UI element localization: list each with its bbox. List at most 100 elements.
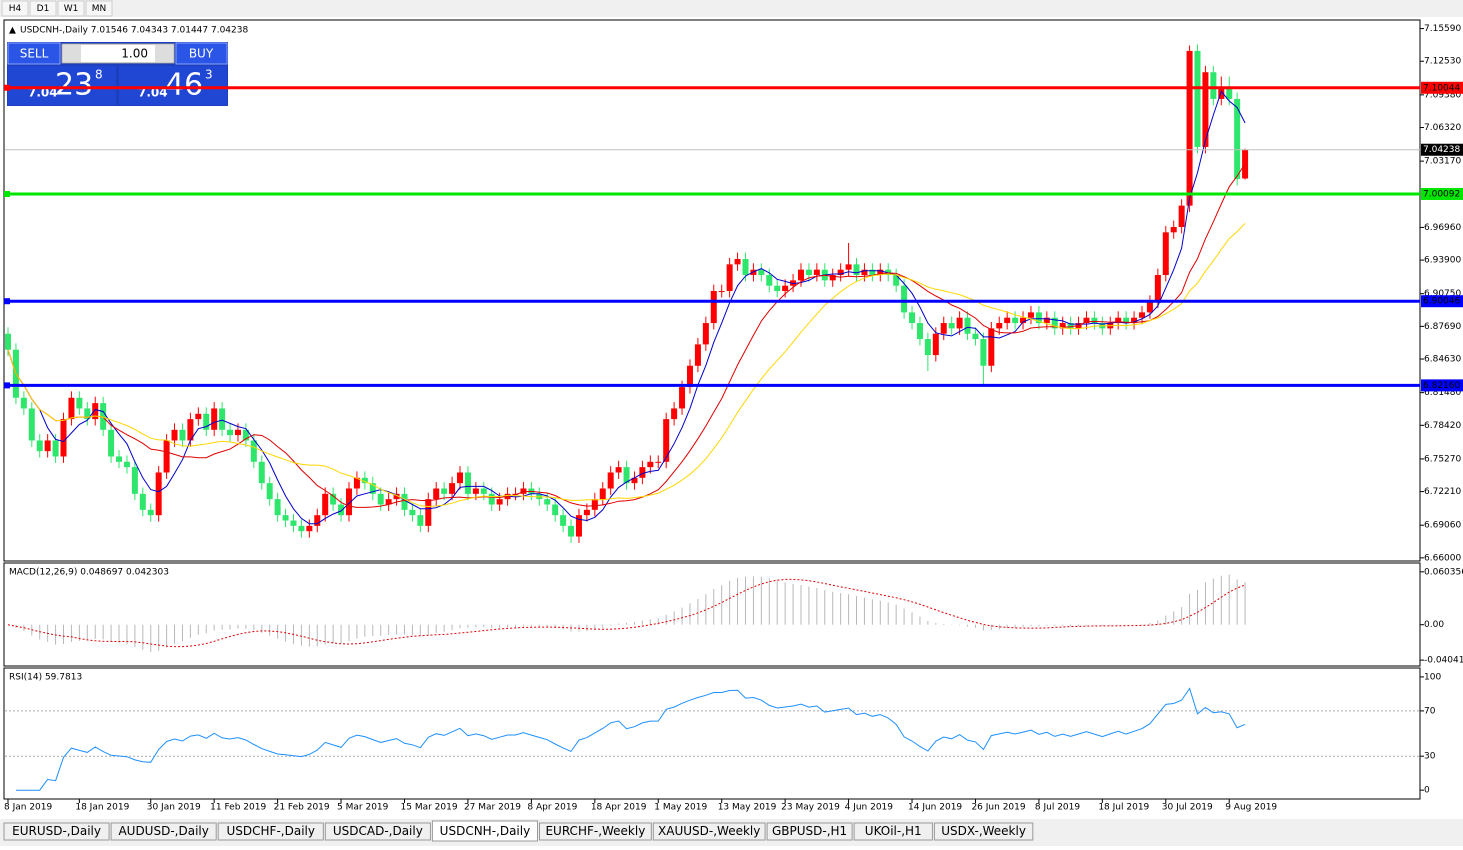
candle-body [972,333,979,340]
tab[interactable] [431,820,538,842]
candle-body [663,419,670,462]
y-tick-label: 6.81480 [1424,388,1461,398]
y-tick-label: 0.00 [1424,620,1444,630]
sell-label[interactable]: SELL [20,47,49,61]
chart-title: USDCNH-,Daily 7.01546 7.04343 7.01447 7.… [20,26,248,36]
x-tick-label: 18 Apr 2019 [591,803,647,813]
tab[interactable] [3,822,110,841]
candle-body [298,525,305,532]
tab-label[interactable]: AUDUSD-,Daily [118,824,208,838]
lot-up[interactable] [155,45,173,62]
candle-body [774,285,781,292]
tab[interactable] [539,822,652,841]
candle-body [84,408,91,420]
candle-body [1051,317,1058,329]
tab-label[interactable]: USDCNH-,Daily [440,824,531,838]
tab[interactable] [217,822,324,841]
x-tick-label: 15 Mar 2019 [401,803,458,813]
y-tick-label: 6.96960 [1424,223,1461,233]
y-tick-label: 6.87690 [1424,322,1461,332]
candle-body [782,285,789,292]
buy-button[interactable] [175,42,228,65]
candle-body [520,488,527,494]
tab-label[interactable]: XAUUSD-,Weekly [658,824,760,838]
lot-down[interactable] [63,45,81,62]
candle-body [338,504,345,516]
level-handle[interactable] [4,382,10,389]
candle-body [417,515,424,526]
timeframe-label[interactable]: H4 [9,4,22,14]
sell-button[interactable] [7,42,61,65]
candle-body [916,323,923,340]
lot-value[interactable]: 1.00 [121,47,148,61]
candle-body [258,461,265,484]
tab[interactable] [110,822,217,841]
candle-body [457,472,464,484]
sell-price-tail: 8 [95,68,103,82]
candle-body [5,333,11,350]
tab-label[interactable]: GBPUSD-,H1 [772,824,847,838]
candle-body [488,493,495,505]
level-handle[interactable] [4,298,10,305]
candle-body [1202,72,1209,147]
timeframe-label[interactable]: MN [92,4,107,14]
tab[interactable] [853,822,933,841]
y-tick-label: 6.84630 [1424,355,1461,365]
tab[interactable] [652,822,766,841]
x-tick-label: 18 Jan 2019 [75,803,129,813]
timeframe-label[interactable]: W1 [64,4,79,14]
candle-body [766,275,773,286]
candle-body [139,493,146,510]
candle-body [1131,317,1138,324]
chart-title: ▲ [9,26,16,36]
tab-label[interactable]: EURUSD-,Daily [12,824,101,838]
buy-price-box[interactable] [119,66,227,105]
lot-input[interactable] [61,43,175,64]
timeframe-label[interactable]: D1 [37,4,50,14]
moving-average [7,222,1246,508]
candle-body [290,520,297,526]
tab-label[interactable]: USDCHF-,Daily [227,824,315,838]
candle-body [1035,312,1042,324]
candle-body [1138,312,1145,318]
tab-label[interactable]: UKOil-,H1 [865,824,922,838]
sell-price-box[interactable] [8,66,116,105]
y-tick-label: 6.78420 [1424,421,1461,431]
tab-label[interactable]: EURCHF-,Weekly [545,824,645,838]
candle-body [266,483,273,500]
level-handle[interactable] [4,190,10,197]
timeframe-button[interactable] [85,0,113,17]
tab-label[interactable]: USDX-,Weekly [941,824,1026,838]
candle-body [322,493,329,516]
timeframe-button[interactable] [29,0,57,17]
tab[interactable] [933,822,1034,841]
x-tick-label: 21 Feb 2019 [274,803,330,813]
timeframe-button[interactable] [57,0,85,17]
candle-body [227,429,234,436]
y-tick-label: 7.06320 [1424,123,1461,133]
candle-body [575,515,582,537]
buy-label[interactable]: BUY [189,47,214,61]
level-handle[interactable] [4,84,10,91]
x-tick-label: 8 Apr 2019 [527,803,577,813]
candle-body [274,499,281,516]
candle-body [560,515,567,526]
candle-body [623,467,630,484]
candle-body [758,269,765,276]
candle-body [385,499,392,505]
x-tick-label: 23 May 2019 [781,803,840,813]
timeframe-button[interactable] [1,0,29,17]
candle-body [932,333,939,356]
candle-body [742,259,749,276]
candle-body [790,280,797,286]
buy-price-big: 46 [165,68,203,103]
tab[interactable] [766,822,853,841]
candle-body [219,408,226,430]
toolbar [0,0,1463,17]
y-tick-label: 30 [1424,752,1436,762]
x-tick-label: 8 Jul 2019 [1035,803,1080,813]
candle-body [599,488,606,500]
tab-label[interactable]: USDCAD-,Daily [333,824,423,838]
tab[interactable] [324,822,431,841]
